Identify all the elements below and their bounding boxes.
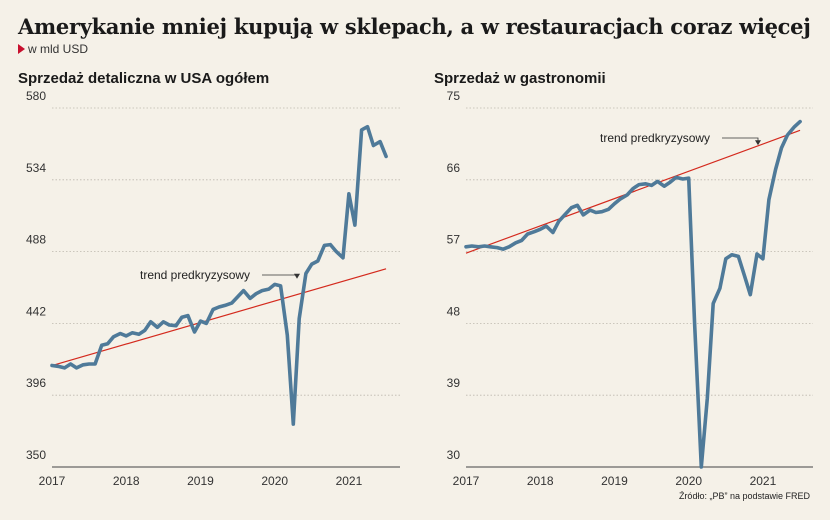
y-tick-label: 534 bbox=[26, 161, 46, 175]
trend-line bbox=[51, 268, 387, 367]
series-line bbox=[464, 119, 802, 469]
x-tick-label: 2019 bbox=[187, 474, 214, 488]
right-chart-subtitle: Sprzedaż w gastronomii bbox=[434, 70, 606, 87]
y-tick-label: 75 bbox=[447, 89, 461, 103]
right-chart: 75 66 57 48 39 30 2017 2018 2019 2020 2021 trend pr… bbox=[447, 89, 813, 488]
x-tick-label: 2021 bbox=[750, 474, 777, 488]
y-tick-label: 396 bbox=[26, 376, 46, 390]
y-tick-label: 350 bbox=[26, 448, 46, 462]
unit-label: w mld USD bbox=[18, 42, 88, 56]
y-tick-label: 57 bbox=[447, 233, 461, 247]
play-triangle-icon bbox=[18, 44, 25, 54]
x-tick-label: 2020 bbox=[675, 474, 702, 488]
x-tick-label: 2018 bbox=[527, 474, 554, 488]
annotation-arrow-icon bbox=[755, 140, 761, 146]
x-tick-label: 2020 bbox=[261, 474, 288, 488]
y-tick-label: 48 bbox=[447, 304, 461, 318]
y-tick-label: 66 bbox=[447, 161, 461, 175]
trend-annotation: trend predkryzysowy bbox=[600, 131, 710, 145]
annotation-arrow-icon bbox=[294, 273, 300, 279]
left-chart-subtitle: Sprzedaż detaliczna w USA ogółem bbox=[18, 70, 270, 87]
chart-title: Amerykanie mniej kupują w sklepach, a w … bbox=[18, 14, 811, 39]
trend-line bbox=[465, 129, 801, 254]
trend-annotation: trend predkryzysowy bbox=[140, 268, 250, 282]
source-note: Źródło: „PB” na podstawie FRED bbox=[678, 491, 810, 501]
left-chart: 580 534 488 442 396 350 2017 2018 2019 2020 2021 tr… bbox=[26, 89, 400, 488]
x-tick-label: 2018 bbox=[113, 474, 140, 488]
annotation-leader bbox=[722, 137, 759, 142]
unit-text: w mld USD bbox=[28, 42, 89, 56]
y-tick-label: 488 bbox=[26, 233, 46, 247]
x-tick-label: 2017 bbox=[39, 474, 66, 488]
x-tick-label: 2021 bbox=[336, 474, 363, 488]
y-tick-label: 39 bbox=[447, 376, 461, 390]
x-tick-label: 2019 bbox=[601, 474, 628, 488]
y-tick-label: 580 bbox=[26, 89, 46, 103]
series-line bbox=[50, 124, 388, 426]
y-tick-label: 442 bbox=[26, 304, 46, 318]
y-tick-label: 30 bbox=[447, 448, 461, 462]
x-tick-label: 2017 bbox=[453, 474, 480, 488]
